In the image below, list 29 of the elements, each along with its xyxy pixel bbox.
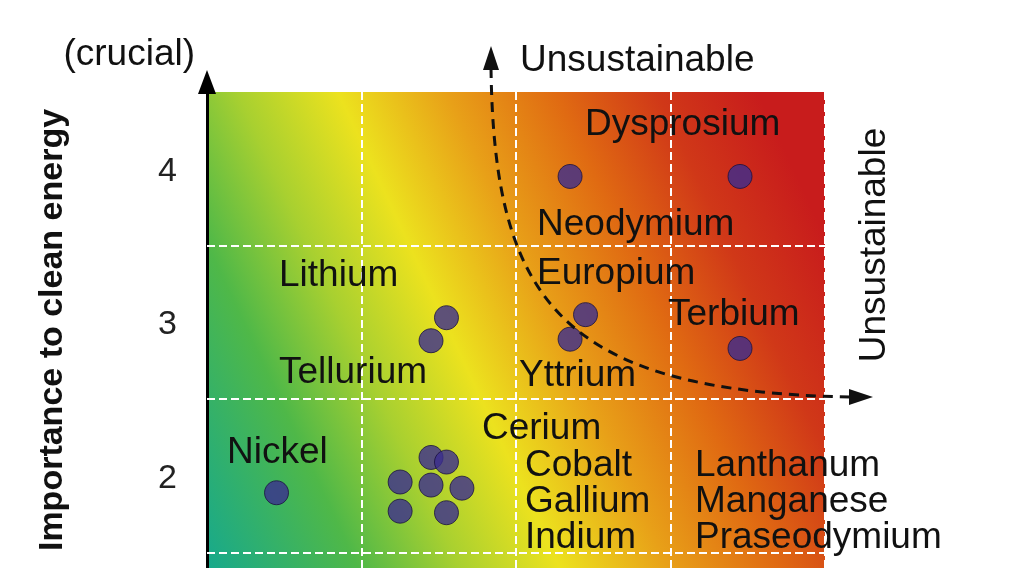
y-tick-label: 2 bbox=[158, 456, 177, 495]
annotation: Tellurium bbox=[279, 349, 428, 391]
point bbox=[387, 498, 413, 524]
point bbox=[727, 335, 753, 361]
annotation: Nickel bbox=[227, 429, 328, 471]
point bbox=[727, 163, 753, 189]
annotation: Terbium bbox=[668, 291, 800, 333]
point bbox=[434, 305, 459, 331]
y-axis-title: Importance to clean energy bbox=[31, 108, 69, 552]
annotation: Europium bbox=[537, 250, 696, 292]
annotation: Dysprosium bbox=[585, 101, 781, 143]
point bbox=[264, 480, 290, 506]
point bbox=[418, 328, 444, 354]
point bbox=[434, 500, 459, 526]
y-tick-label: 3 bbox=[158, 303, 177, 342]
y-tick-label: 4 bbox=[158, 149, 177, 188]
point bbox=[434, 449, 459, 475]
text: Unsustainable bbox=[520, 37, 755, 79]
point bbox=[387, 469, 413, 495]
point bbox=[573, 302, 599, 328]
point bbox=[557, 326, 583, 352]
point bbox=[418, 472, 444, 498]
text: (crucial) bbox=[63, 31, 195, 73]
annotation: Yttrium bbox=[519, 352, 637, 394]
annotation: Neodymium bbox=[537, 201, 735, 243]
annotation: Lithium bbox=[279, 252, 399, 294]
point bbox=[449, 475, 475, 501]
text: Unsustainable bbox=[851, 127, 893, 363]
point bbox=[557, 163, 583, 189]
